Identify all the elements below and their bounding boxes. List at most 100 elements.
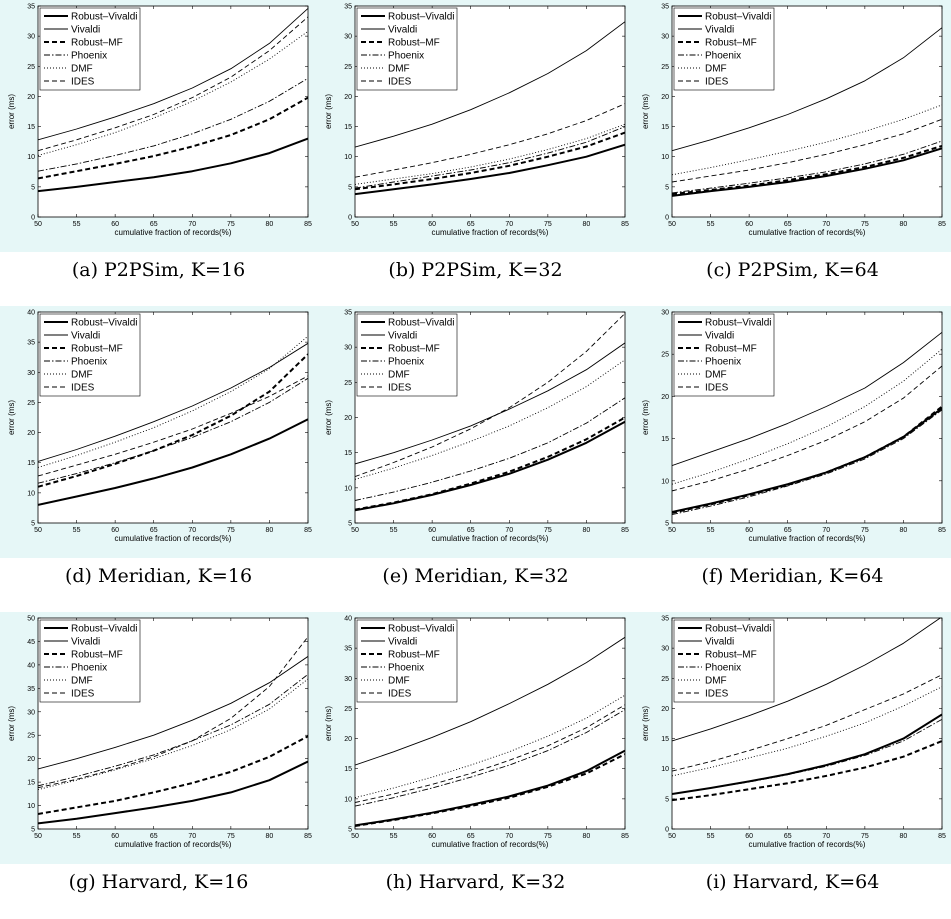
series-line bbox=[38, 636, 308, 789]
legend: Robust–Vivaldi Vivaldi Robust–MF Phoenix DMF… bbox=[673, 7, 775, 91]
y-tick-label: 10 bbox=[661, 478, 669, 485]
y-tick-label: 25 bbox=[344, 380, 352, 387]
y-tick-label: 5 bbox=[348, 184, 352, 191]
series-line bbox=[38, 353, 308, 488]
y-tick-label: 25 bbox=[661, 352, 669, 359]
y-tick-label: 10 bbox=[344, 154, 352, 161]
subfigure-caption: (d) Meridian, K=16 bbox=[64, 565, 253, 587]
y-axis-label: error (ms) bbox=[641, 400, 650, 435]
subfigure-caption: (i) Harvard, K=64 bbox=[705, 871, 880, 893]
y-tick-label: 20 bbox=[344, 736, 352, 743]
x-tick-label: 85 bbox=[938, 527, 946, 534]
series-line bbox=[38, 96, 308, 180]
x-tick-label: 75 bbox=[227, 221, 235, 228]
series-line bbox=[672, 118, 942, 183]
x-tick-label: 60 bbox=[428, 833, 436, 840]
y-tick-label: 5 bbox=[665, 184, 669, 191]
legend: Robust–Vivaldi Vivaldi Robust–MF Phoenix DMF… bbox=[39, 619, 141, 703]
y-tick-label: 10 bbox=[27, 154, 35, 161]
x-axis-label: cumulative fraction of records(%) bbox=[115, 228, 232, 237]
legend-box bbox=[356, 7, 458, 91]
legend-label: Robust–MF bbox=[388, 38, 440, 49]
series-line bbox=[38, 760, 308, 825]
y-tick-label: 10 bbox=[661, 766, 669, 773]
y-tick-label: 35 bbox=[27, 340, 35, 347]
y-tick-label: 45 bbox=[27, 639, 35, 646]
x-tick-label: 60 bbox=[428, 527, 436, 534]
x-tick-label: 80 bbox=[266, 221, 274, 228]
x-axis-label: cumulative fraction of records(%) bbox=[115, 534, 232, 543]
series-line bbox=[38, 137, 308, 193]
series-line bbox=[355, 397, 625, 501]
legend-label: Vivaldi bbox=[705, 25, 734, 36]
y-tick-label: 35 bbox=[344, 4, 352, 11]
series-line bbox=[38, 77, 308, 172]
x-tick-label: 70 bbox=[188, 221, 196, 228]
legend-label: Robust–Vivaldi bbox=[388, 12, 455, 23]
x-tick-label: 60 bbox=[111, 833, 119, 840]
y-tick-label: 15 bbox=[661, 436, 669, 443]
y-tick-label: 0 bbox=[665, 827, 669, 834]
x-tick-label: 80 bbox=[900, 527, 908, 534]
legend-label: Phoenix bbox=[705, 357, 741, 368]
x-axis-label: cumulative fraction of records(%) bbox=[432, 228, 549, 237]
y-tick-label: 30 bbox=[344, 34, 352, 41]
legend-label: Vivaldi bbox=[388, 637, 417, 648]
x-tick-label: 80 bbox=[266, 527, 274, 534]
y-axis-label: error (ms) bbox=[324, 94, 333, 129]
legend-label: IDES bbox=[71, 383, 95, 394]
y-tick-label: 15 bbox=[27, 460, 35, 467]
legend-label: Phoenix bbox=[71, 51, 107, 62]
legend-label: IDES bbox=[388, 689, 412, 700]
legend: Robust–Vivaldi Vivaldi Robust–MF Phoenix DMF… bbox=[39, 7, 141, 91]
series-line bbox=[355, 143, 625, 196]
series-line bbox=[38, 418, 308, 506]
series-line bbox=[672, 104, 942, 176]
y-tick-label: 10 bbox=[344, 796, 352, 803]
series-line bbox=[672, 27, 942, 152]
legend-label: Vivaldi bbox=[388, 25, 417, 36]
x-tick-label: 85 bbox=[304, 221, 312, 228]
x-tick-label: 80 bbox=[583, 833, 591, 840]
x-axis-label: cumulative fraction of records(%) bbox=[749, 534, 866, 543]
series-line bbox=[38, 377, 308, 484]
x-tick-label: 70 bbox=[505, 833, 513, 840]
x-axis-label: cumulative fraction of records(%) bbox=[432, 840, 549, 849]
y-tick-label: 10 bbox=[344, 485, 352, 492]
x-tick-label: 80 bbox=[583, 527, 591, 534]
y-tick-label: 25 bbox=[27, 64, 35, 71]
x-tick-label: 65 bbox=[784, 221, 792, 228]
series-line bbox=[355, 749, 625, 827]
y-tick-label: 0 bbox=[665, 215, 669, 222]
legend-box bbox=[39, 7, 141, 91]
chart-panel: 50 55 60 65 70 75 80 85 0 5 10 15 20 25 30 35 cumulative… bbox=[0, 0, 317, 306]
y-tick-label: 20 bbox=[661, 706, 669, 713]
y-axis-label: error (ms) bbox=[324, 400, 333, 435]
legend-box bbox=[39, 619, 141, 703]
chart-panel: 50 55 60 65 70 75 80 85 5 10 15 20 25 30 35 cumulative … bbox=[317, 306, 634, 612]
x-axis-label: cumulative fraction of records(%) bbox=[115, 840, 232, 849]
series-line bbox=[672, 409, 942, 516]
series-line bbox=[355, 709, 625, 807]
y-tick-label: 35 bbox=[661, 616, 669, 623]
y-tick-label: 40 bbox=[27, 310, 35, 317]
x-tick-label: 50 bbox=[668, 833, 676, 840]
legend-label: IDES bbox=[705, 77, 729, 88]
legend-label: Robust–Vivaldi bbox=[388, 318, 455, 329]
series-line bbox=[672, 144, 942, 196]
series-line bbox=[355, 313, 625, 478]
legend-label: Robust–MF bbox=[71, 650, 123, 661]
y-tick-label: 5 bbox=[31, 827, 35, 834]
y-tick-label: 25 bbox=[661, 676, 669, 683]
y-tick-label: 0 bbox=[31, 215, 35, 222]
y-tick-label: 30 bbox=[661, 34, 669, 41]
line-chart: 50 55 60 65 70 75 80 85 0 5 10 15 20 25 30 35 cumulative… bbox=[634, 612, 951, 864]
x-tick-label: 55 bbox=[73, 221, 81, 228]
x-tick-label: 50 bbox=[34, 221, 42, 228]
legend-label: DMF bbox=[705, 370, 727, 381]
y-tick-label: 30 bbox=[27, 34, 35, 41]
legend-label: Robust–MF bbox=[705, 38, 757, 49]
legend-label: Robust–Vivaldi bbox=[71, 318, 138, 329]
y-tick-label: 30 bbox=[344, 676, 352, 683]
series-line bbox=[38, 673, 308, 787]
